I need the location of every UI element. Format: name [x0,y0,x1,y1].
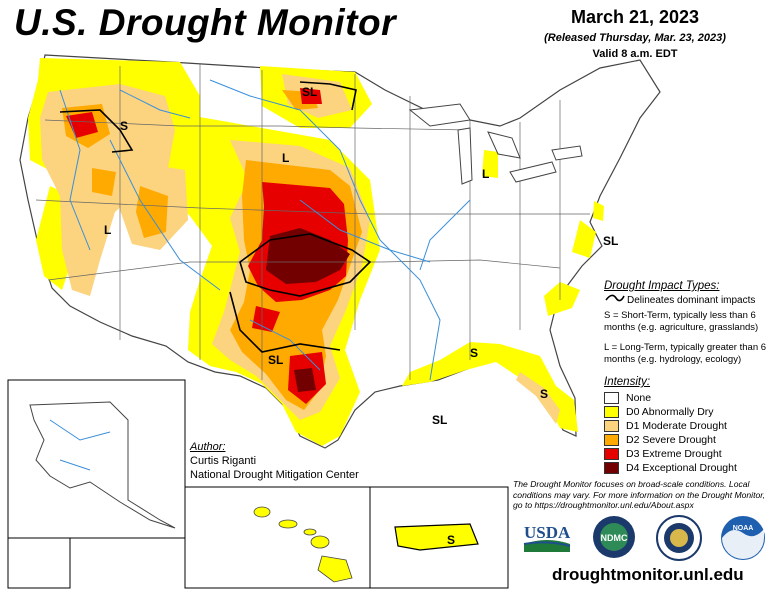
legend-label: D2 Severe Drought [626,433,716,446]
legend-row-d0: D0 Abnormally Dry [604,405,737,418]
legend-swatch [604,419,619,432]
ndmc-logo: NDMC [593,516,635,558]
great-lakes [408,103,583,185]
intensity-legend: None D0 Abnormally Dry D1 Moderate Droug… [604,391,737,476]
impact-line-label: Delineates dominant impacts [627,295,756,306]
legend-swatch [604,405,619,418]
map-label: L [482,167,489,181]
map-labels: SL S L L L SL SL SL S S S [104,85,618,547]
legend-swatch [604,447,619,460]
short-term-description: S = Short-Term, typically less than 6 mo… [604,310,759,333]
legend-row-d1: D1 Moderate Drought [604,419,737,432]
map-label: S [540,387,548,401]
map-label: SL [302,85,317,99]
map-date: March 21, 2023 [570,7,700,27]
map-label: SL [268,353,283,367]
author-name: Curtis Riganti [190,455,257,467]
legend-swatch [604,461,619,474]
map-label: SL [603,234,618,248]
usda-logo: USDA [523,523,571,552]
legend-label: D4 Exceptional Drought [626,461,737,474]
alaska-rivers [49,419,111,471]
long-term-description: L = Long-Term, typically greater than 6 … [604,342,767,365]
doc-seal-logo [656,515,702,561]
release-date: (Released Thursday, Mar. 23, 2023) [544,32,726,44]
map-title: U.S. Drought Monitor [14,2,396,43]
legend-label: D0 Abnormally Dry [626,405,714,418]
legend-row-d4: D4 Exceptional Drought [604,461,737,474]
legend-swatch [604,391,619,404]
noaa-text: NOAA [733,525,754,532]
map-label: S [470,346,478,360]
map-label: SL [432,413,447,427]
legend-row-d2: D2 Severe Drought [604,433,737,446]
legend-label: D1 Moderate Drought [626,419,727,432]
state-borders [35,64,590,380]
author-label: Author: [190,441,226,453]
map-label: L [104,223,111,237]
map-label: L [282,151,289,165]
website-url[interactable]: droughtmonitor.unl.edu [552,565,744,584]
map-label: S [120,119,128,133]
legend-label: D3 Extreme Drought [626,447,722,460]
noaa-logo: NOAA [721,516,765,560]
legend-swatch [604,433,619,446]
legend-row-d3: D3 Extreme Drought [604,447,737,460]
author-org: National Drought Mitigation Center [190,469,359,481]
map-label: S [447,533,455,547]
rivers [59,79,471,381]
puerto-rico-land [394,523,479,551]
intensity-title: Intensity: [604,376,651,388]
usda-text: USDA [524,523,571,542]
legend-row-none: None [604,391,737,404]
author-block: Author: Curtis Riganti National Drought … [190,440,359,482]
impact-types-title: Drought Impact Types: [604,280,720,292]
alaska-land [29,401,176,529]
impact-line-icon [605,294,625,302]
alaska-islands-frame [7,537,71,589]
legend-label: None [626,391,652,404]
impact-lines [59,81,372,353]
disclaimer-text: The Drought Monitor focuses on broad-sca… [513,479,766,511]
ndmc-text: NDMC [601,533,628,543]
valid-time: Valid 8 a.m. EDT [592,48,678,60]
hawaii-islands [253,506,353,583]
